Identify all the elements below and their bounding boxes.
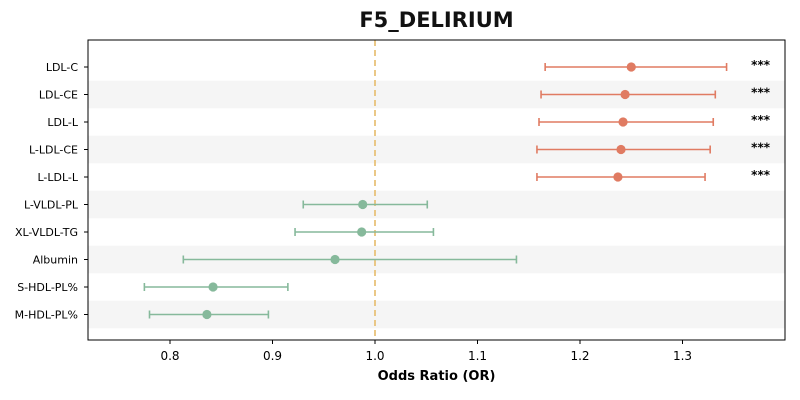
y-tick-label: L-LDL-L	[37, 171, 78, 184]
confidence-intervals	[143, 63, 728, 319]
y-tick-label: L-LDL-CE	[29, 144, 78, 157]
row-stripes	[88, 80, 785, 329]
point-estimate	[616, 144, 626, 155]
significance-label: ***	[751, 58, 771, 72]
row-stripe	[88, 190, 785, 219]
point-estimate	[618, 117, 628, 127]
point-estimate	[357, 227, 367, 237]
point-estimate	[620, 89, 630, 100]
x-ticks: 0.8 0.9 1.0 1.1 1.2 1.3	[160, 340, 692, 363]
significance-labels: *** *** *** *** ***	[751, 58, 771, 182]
y-tick-label: LDL-CE	[39, 89, 78, 102]
point-estimate	[202, 309, 212, 320]
y-tick-labels: LDL-C LDL-CE LDL-L L-LDL-CE L-LDL-L L-VLDL-PL…	[15, 61, 88, 322]
significance-label: ***	[751, 86, 771, 100]
significance-label: ***	[751, 141, 771, 155]
significance-label: ***	[751, 113, 771, 127]
y-tick-label: XL-VLDL-TG	[15, 226, 78, 239]
significance-label: ***	[751, 168, 771, 182]
x-tick-label: 0.8	[160, 349, 179, 363]
plot-frame	[87, 39, 786, 341]
point-estimate	[613, 172, 623, 182]
x-tick-label: 1.0	[365, 349, 384, 363]
point-estimate	[330, 254, 340, 265]
x-tick-label: 1.2	[570, 349, 589, 363]
chart-title: F5_DELIRIUM	[359, 8, 514, 32]
y-tick-label: S-HDL-PL%	[17, 281, 78, 294]
point-estimate	[208, 282, 218, 292]
x-axis-label: Odds Ratio (OR)	[378, 369, 496, 384]
x-tick-label: 1.3	[673, 349, 692, 363]
point-estimate	[626, 62, 636, 72]
y-tick-label: Albumin	[33, 254, 78, 267]
y-tick-label: LDL-L	[47, 116, 79, 129]
y-tick-label: M-HDL-PL%	[15, 309, 78, 322]
y-tick-label: LDL-C	[46, 61, 79, 74]
point-estimate	[358, 199, 368, 210]
x-tick-label: 0.9	[263, 349, 282, 363]
x-tick-label: 1.1	[468, 349, 487, 363]
point-estimates	[202, 62, 636, 320]
y-tick-label: L-VLDL-PL	[24, 199, 79, 212]
